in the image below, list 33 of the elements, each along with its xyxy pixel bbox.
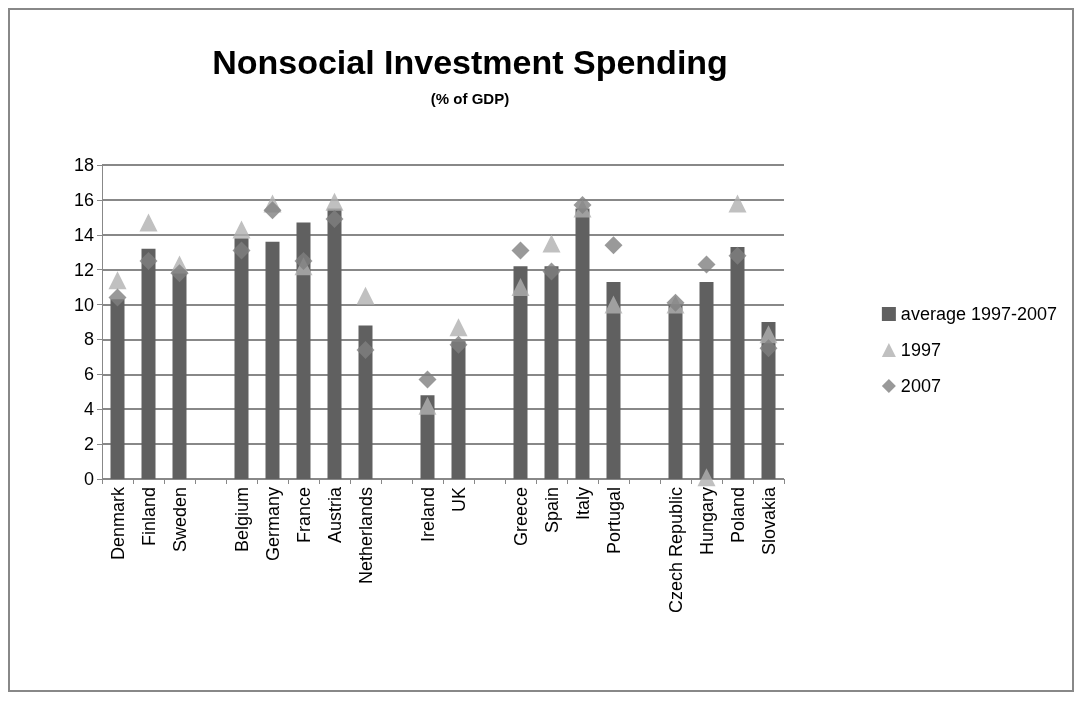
- y-tick-label: 6: [83, 364, 94, 385]
- x-tick-label: UK: [448, 487, 469, 513]
- x-tick-label: France: [293, 487, 314, 544]
- y-tick-label: 4: [83, 399, 94, 420]
- x-tick-label: Italy: [572, 487, 593, 521]
- x-tick-label: Belgium: [231, 487, 252, 553]
- legend-label: 2007: [900, 376, 941, 396]
- x-tick-label: Portugal: [603, 487, 624, 555]
- y-tick-label: 18: [73, 155, 94, 175]
- x-tick-label: Sweden: [169, 487, 190, 553]
- chart-subtitle: (% of GDP): [430, 90, 510, 107]
- x-tick-label: Ireland: [417, 487, 438, 543]
- y-tick-label: 12: [73, 259, 94, 280]
- y-tick-label: 16: [73, 189, 94, 210]
- y-tick-label: 10: [73, 294, 94, 315]
- y-tick-label: 8: [83, 329, 94, 350]
- legend-label: average 1997-2007: [900, 304, 1058, 324]
- x-tick-label: Hungary: [696, 487, 717, 556]
- y-tick-label: 0: [83, 469, 94, 489]
- x-tick-label: Czech Republic: [665, 487, 686, 614]
- x-tick-label: Germany: [262, 487, 283, 562]
- x-tick-label: Denmark: [107, 486, 128, 561]
- x-tick-label: Slovakia: [758, 486, 779, 556]
- x-tick-label: Netherlands: [355, 487, 376, 585]
- x-tick-label: Greece: [510, 487, 531, 547]
- chart-title: Nonsocial Investment Spending: [212, 43, 728, 81]
- y-tick-label: 14: [73, 224, 94, 245]
- legend-label: 1997: [900, 340, 941, 360]
- y-tick-label: 2: [83, 434, 94, 455]
- x-tick-label: Spain: [541, 487, 562, 534]
- x-tick-label: Finland: [138, 487, 159, 547]
- x-tick-label: Poland: [727, 487, 748, 544]
- x-tick-label: Austria: [324, 486, 345, 544]
